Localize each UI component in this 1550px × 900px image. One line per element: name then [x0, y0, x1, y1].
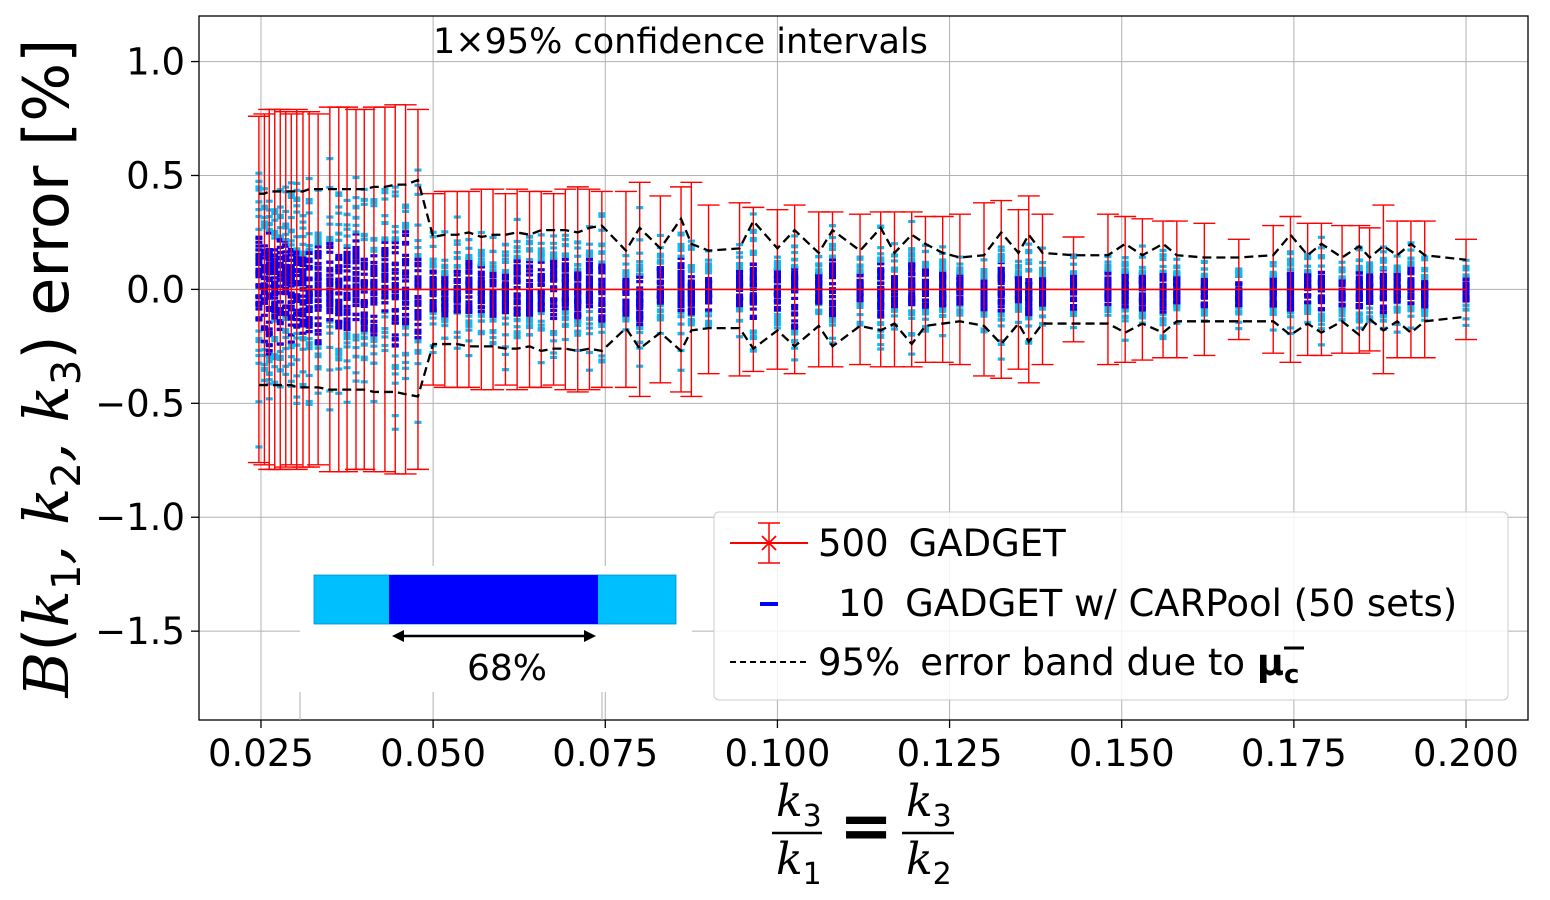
svg-text:95%error band due to μc: 95% error band due to μc: [818, 641, 1299, 690]
inset-68-percent: 68%: [299, 566, 692, 720]
legend-gadget-label: GADGET: [909, 522, 1067, 565]
y-tick-label: −1.0: [95, 496, 185, 539]
legend-band-mu: μ: [1257, 641, 1284, 684]
legend: 500 GADGET 10 GADGET w/ CARPool (50 sets) …: [713, 511, 1509, 701]
axis-ticks: 0.025 0.050 0.075 0.100 0.125 0.150 0.175 0.200…: [95, 41, 1519, 775]
y-tick-label: 1.0: [126, 41, 185, 84]
x-axis-label: k3 k1 = k3 k2: [772, 776, 954, 892]
error-band: [258, 178, 1467, 398]
confidence-annotation: 1×95% confidence intervals: [433, 22, 928, 62]
y-tick-label: 0.0: [126, 268, 185, 311]
legend-carpool-label: GADGET w/ CARPool (50 sets): [905, 582, 1457, 625]
x-tick-label: 0.200: [1413, 732, 1519, 775]
legend-entry-gadget: 500 GADGET: [730, 522, 1066, 565]
x-tick-label: 0.050: [380, 732, 486, 775]
plot-frame: [198, 15, 1529, 721]
legend-band-count: 95%: [818, 641, 900, 684]
gadget-errorbars: [247, 104, 1478, 475]
y-tick-label: −0.5: [95, 382, 185, 425]
x-tick-label: 0.125: [897, 732, 1003, 775]
xlabel-den-2: k2: [906, 834, 952, 892]
legend-carpool-count: 10: [838, 582, 885, 625]
y-axis-label: B(k1, k2, k3) error [%]: [10, 39, 90, 699]
x-tick-label: 0.025: [208, 732, 314, 775]
band-upper-line: [258, 178, 1467, 261]
x-tick-label: 0.075: [552, 732, 658, 775]
xlabel-num-1: k3: [776, 776, 822, 834]
y-tick-label: −1.5: [95, 610, 185, 653]
inset-inner-bar: [389, 575, 598, 624]
y-tick-label: 0.5: [126, 154, 185, 197]
legend-band-mu-sub: c: [1284, 660, 1299, 690]
xlabel-den-1: k1: [776, 834, 822, 892]
band-lower-line: [258, 315, 1467, 398]
xlabel-num-2: k3: [906, 776, 952, 834]
legend-entry-carpool: 10 GADGET w/ CARPool (50 sets): [760, 582, 1457, 625]
x-tick-label: 0.100: [724, 732, 830, 775]
xlabel-equals: =: [839, 790, 893, 864]
legend-entry-band: 95% error band due to μc: [730, 641, 1304, 690]
x-tick-label: 0.150: [1069, 732, 1175, 775]
legend-gadget-count: 500: [818, 522, 889, 565]
x-tick-label: 0.175: [1241, 732, 1347, 775]
legend-frame: [713, 511, 1509, 701]
legend-band-label: error band due to: [920, 641, 1257, 684]
inset-label: 68%: [467, 648, 547, 689]
